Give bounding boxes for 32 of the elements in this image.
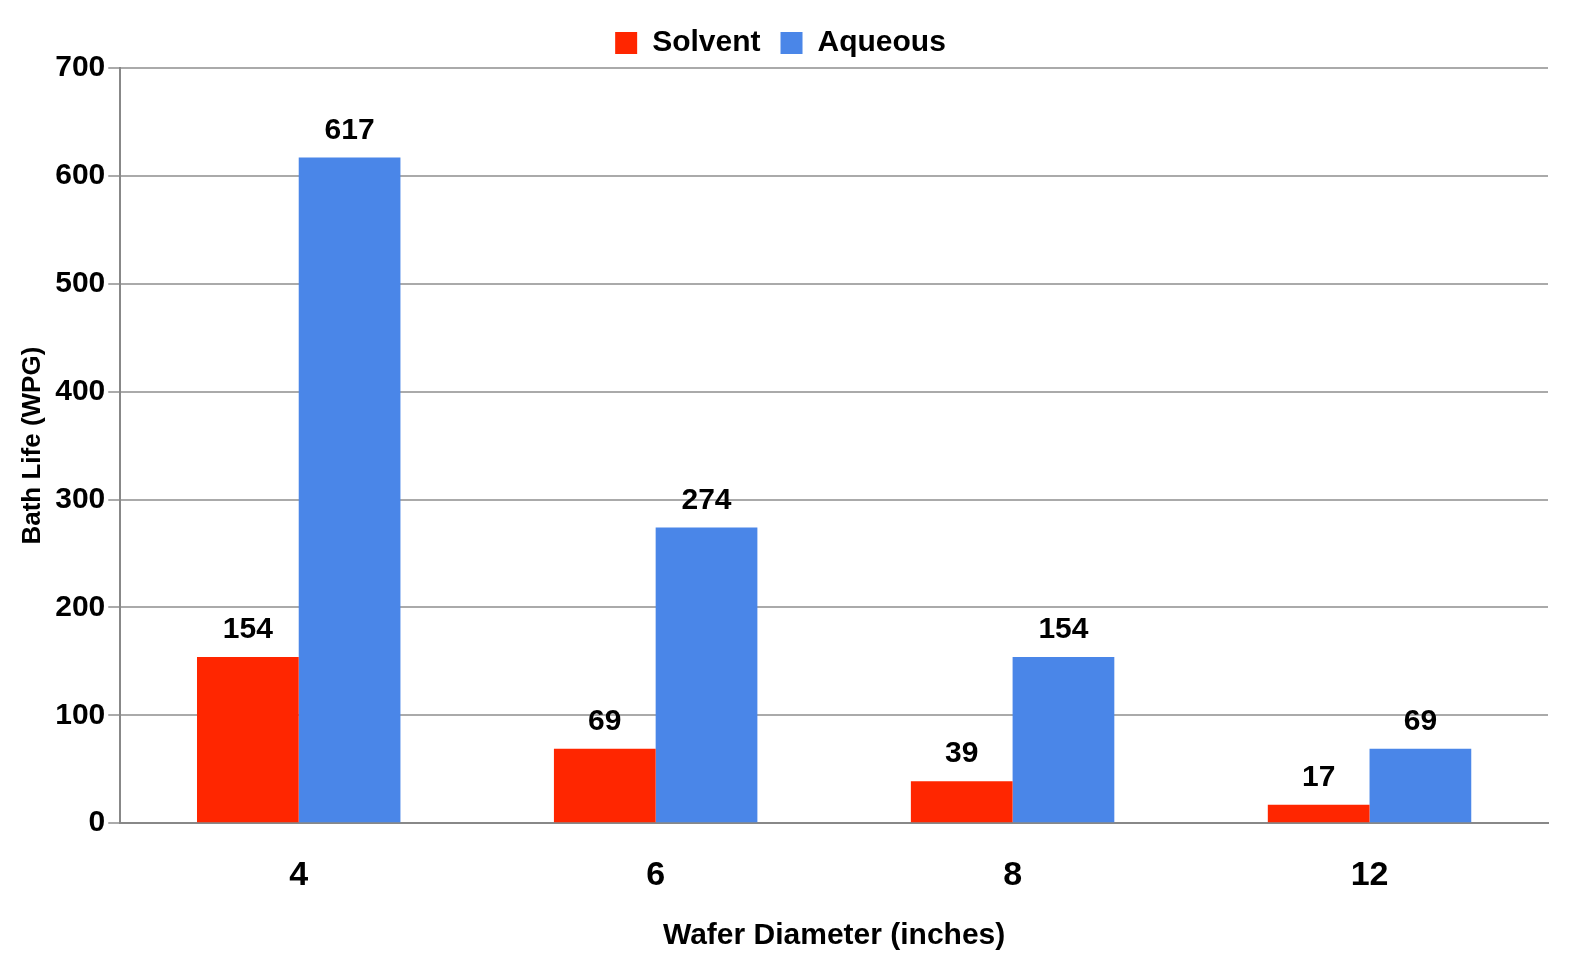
x-tick-label: 8 bbox=[1003, 853, 1023, 892]
x-tick-label: 6 bbox=[646, 853, 666, 892]
x-axis-title: Wafer Diameter (inches) bbox=[662, 917, 1006, 951]
x-tick-label: 4 bbox=[289, 853, 309, 892]
legend-label: Solvent bbox=[652, 24, 761, 58]
x-tick-label: 12 bbox=[1350, 853, 1389, 892]
bar bbox=[655, 527, 758, 823]
y-tick-label: 100 bbox=[55, 696, 106, 730]
y-tick-label: 0 bbox=[88, 804, 106, 838]
data-label: 154 bbox=[1038, 611, 1089, 645]
y-tick-label: 600 bbox=[55, 157, 106, 191]
data-label: 69 bbox=[1403, 703, 1438, 737]
data-label: 17 bbox=[1301, 759, 1336, 793]
y-axis-title: Bath Life (WPG) bbox=[15, 346, 46, 545]
data-label: 69 bbox=[588, 703, 622, 737]
bar bbox=[1267, 804, 1370, 823]
y-tick-label: 500 bbox=[55, 265, 106, 299]
data-label: 39 bbox=[945, 735, 979, 769]
data-label: 274 bbox=[681, 481, 732, 515]
data-label: 154 bbox=[222, 611, 274, 645]
bar bbox=[1012, 657, 1115, 823]
bar bbox=[553, 748, 656, 823]
data-label: 617 bbox=[324, 111, 375, 145]
bar bbox=[910, 781, 1013, 823]
y-tick-label: 300 bbox=[55, 480, 106, 514]
y-tick-label: 400 bbox=[55, 372, 106, 406]
y-tick-label: 200 bbox=[55, 588, 106, 622]
y-tick-label: 700 bbox=[55, 49, 106, 83]
legend-label: Aqueous bbox=[817, 24, 946, 58]
bar bbox=[298, 157, 401, 823]
bar bbox=[197, 657, 299, 823]
bar bbox=[1369, 748, 1472, 823]
